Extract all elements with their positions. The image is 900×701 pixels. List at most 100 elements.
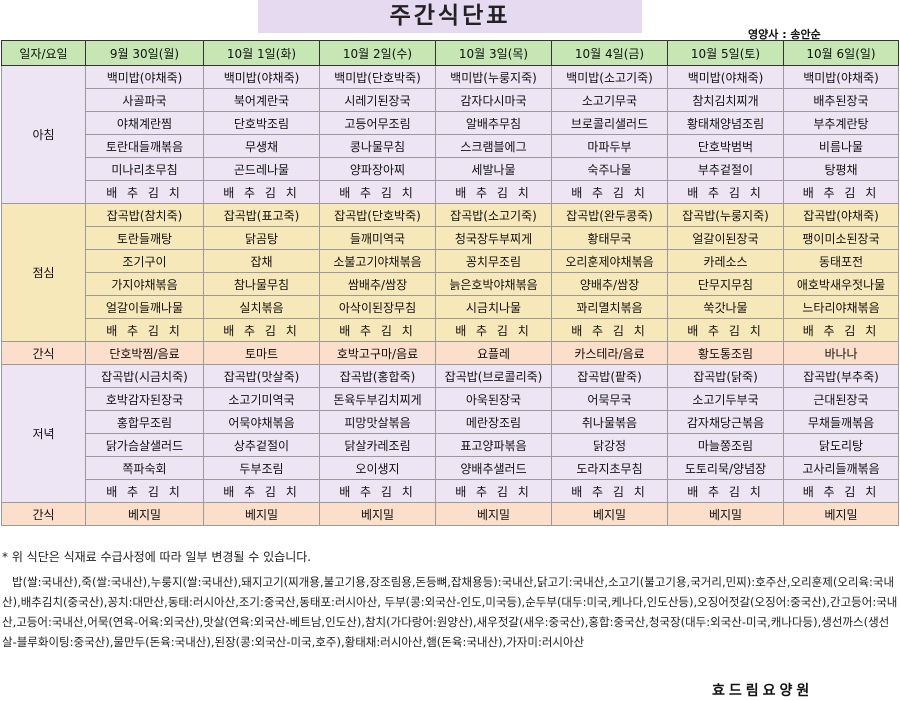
- menu-cell: 토란들깨탕: [85, 226, 204, 250]
- menu-cell: 고등어무조림: [319, 111, 436, 135]
- menu-cell: 잡곡밥(브로콜리죽): [435, 364, 552, 388]
- menu-cell: 홍합무조림: [85, 410, 204, 434]
- menu-cell: 상추겉절이: [203, 433, 320, 457]
- table-row: 홍합무조림 어묵야채볶음 피망맛살볶음 메란장조림 취나물볶음 감자채당근볶음 무채들깨볶음: [2, 410, 899, 434]
- menu-cell: 잡곡밥(맛살죽): [203, 364, 320, 388]
- table-row: 아침 백미밥(야채죽) 백미밥(야채죽) 백미밥(단호박죽) 백미밥(누룽지죽) 백미밥(…: [1, 65, 899, 204]
- menu-cell: 아욱된장국: [435, 387, 552, 411]
- menu-cell: 미나리초무침: [85, 157, 204, 181]
- menu-cell: 배 추 김 치: [203, 318, 320, 342]
- menu-cell: 실치볶음: [203, 295, 320, 319]
- menu-cell: 숙주나물: [551, 157, 668, 181]
- header-cell: 9월 30일(월): [85, 40, 204, 66]
- table-row: 간식 단호박찜/음료 토마트 호박고구마/음료 요플레 카스테라/음료 황도통조림 바나나: [1, 341, 899, 365]
- origin-text: 밥(쌀:국내산),죽(쌀:국내산),누룽지(쌀:국내산),돼지고기(찌개용,불고…: [2, 575, 898, 649]
- menu-cell: 닭곰탕: [203, 226, 320, 250]
- menu-cell: 단호박범벅: [667, 134, 784, 158]
- menu-cell: 가지야채볶음: [85, 272, 204, 296]
- menu-cell: 황태무국: [551, 226, 668, 250]
- header-cell: 10월 2일(수): [319, 40, 436, 66]
- menu-cell: 피망맛살볶음: [319, 410, 436, 434]
- menu-cell: 바나나: [783, 341, 899, 365]
- menu-cell: 잡채: [203, 249, 320, 273]
- menu-cell: 스크램블에그: [435, 134, 552, 158]
- menu-cell: 오이생지: [319, 456, 436, 480]
- table-row: 가지야채볶음 참나물무침 쌈배추/쌈장 늙은호박야채볶음 양배추/쌈장 단무지무침 애호박새…: [2, 272, 899, 296]
- table-row: 저녁 잡곡밥(시금치죽) 잡곡밥(맛살죽) 잡곡밥(홍합죽) 잡곡밥(브로콜리죽) 잡곡밥…: [1, 364, 899, 503]
- menu-cell: 야채계란찜: [85, 111, 204, 135]
- menu-cell: 양배추샐러드: [435, 456, 552, 480]
- menu-cell: 세발나물: [435, 157, 552, 181]
- title-banner: 주간식단표: [258, 0, 642, 33]
- table-row: 점심 잡곡밥(참치죽) 잡곡밥(표고죽) 잡곡밥(단호박죽) 잡곡밥(소고기죽) 잡곡밥(…: [1, 203, 899, 342]
- menu-cell: 얼갈이들깨나물: [85, 295, 204, 319]
- menu-cell: 베지밀: [551, 502, 668, 526]
- menu-cell: 표고양파볶음: [435, 433, 552, 457]
- menu-cell: 어묵야채볶음: [203, 410, 320, 434]
- menu-cell: 배 추 김 치: [667, 180, 784, 204]
- weekly-menu-table: 일자/요일 9월 30일(월) 10월 1일(화) 10월 2일(수) 10월 …: [1, 40, 899, 526]
- menu-cell: 배 추 김 치: [783, 318, 899, 342]
- menu-cell: 두부조림: [203, 456, 320, 480]
- menu-cell: 잡곡밥(완두콩죽): [551, 203, 668, 227]
- meal-label: 저녁: [1, 364, 86, 503]
- menu-cell: 닭강정: [551, 433, 668, 457]
- menu-cell: 탕평채: [783, 157, 899, 181]
- menu-cell: 베지밀: [667, 502, 784, 526]
- menu-cell: 감자다시마국: [435, 88, 552, 112]
- menu-cell: 잡곡밥(팥죽): [551, 364, 668, 388]
- menu-cell: 꽁치무조림: [435, 249, 552, 273]
- menu-cell: 배 추 김 치: [435, 479, 552, 503]
- menu-cell: 배 추 김 치: [85, 180, 204, 204]
- menu-cell: 닭살카레조림: [319, 433, 436, 457]
- header-cell: 10월 1일(화): [203, 40, 320, 66]
- menu-cell: 무채들깨볶음: [783, 410, 899, 434]
- menu-cell: 베지밀: [85, 502, 204, 526]
- menu-cell: 백미밥(야채죽): [203, 65, 320, 89]
- menu-cell: 배 추 김 치: [85, 479, 204, 503]
- menu-cell: 아삭이된장무침: [319, 295, 436, 319]
- menu-cell: 늙은호박야채볶음: [435, 272, 552, 296]
- menu-cell: 양배추/쌈장: [551, 272, 668, 296]
- menu-cell: 부추계란탕: [783, 111, 899, 135]
- menu-cell: 백미밥(단호박죽): [319, 65, 436, 89]
- table-row: 닭가슴살샐러드 상추겉절이 닭살카레조림 표고양파볶음 닭강정 마늘쫑조림 닭도리탕: [2, 433, 899, 457]
- notice-text: * 위 식단은 식재료 수급사정에 따라 일부 변경될 수 있습니다.: [2, 550, 312, 564]
- dietitian-label: 영양사 : 송안순: [748, 28, 821, 41]
- menu-cell: 취나물볶음: [551, 410, 668, 434]
- menu-cell: 애호박새우젓나물: [783, 272, 899, 296]
- menu-cell: 잡곡밥(부추죽): [783, 364, 899, 388]
- menu-cell: 마파두부: [551, 134, 668, 158]
- menu-cell: 잡곡밥(닭죽): [667, 364, 784, 388]
- menu-cell: 배 추 김 치: [783, 180, 899, 204]
- menu-cell: 북어계란국: [203, 88, 320, 112]
- menu-cell: 근대된장국: [783, 387, 899, 411]
- menu-cell: 배 추 김 치: [783, 479, 899, 503]
- menu-cell: 쪽파숙회: [85, 456, 204, 480]
- menu-cell: 콩나물무침: [319, 134, 436, 158]
- menu-cell: 베지밀: [435, 502, 552, 526]
- menu-cell: 황도통조림: [667, 341, 784, 365]
- menu-cell: 잡곡밥(시금치죽): [85, 364, 204, 388]
- meal-label: 점심: [1, 203, 86, 342]
- menu-cell: 호박고구마/음료: [319, 341, 436, 365]
- menu-cell: 돈육두부김치찌게: [319, 387, 436, 411]
- menu-cell: 단호박찜/음료: [85, 341, 204, 365]
- menu-cell: 잡곡밥(야채죽): [783, 203, 899, 227]
- menu-cell: 배 추 김 치: [551, 479, 668, 503]
- table-row: 쪽파숙회 두부조림 오이생지 양배추샐러드 도라지초무침 도토리묵/양념장 고사리들깨볶음: [2, 456, 899, 480]
- menu-cell: 닭도리탕: [783, 433, 899, 457]
- menu-cell: 배추된장국: [783, 88, 899, 112]
- table-row: 사골파국 북어계란국 시레기된장국 감자다시마국 소고기무국 참치김치찌개 배추된장국: [2, 88, 899, 112]
- header-cell: 10월 6일(일): [783, 40, 899, 66]
- table-row: 얼갈이들깨나물 실치볶음 아삭이된장무침 시금치나물 꽈리멸치볶음 쑥갓나물 느타리야채볶음: [2, 295, 899, 319]
- menu-cell: 배 추 김 치: [667, 479, 784, 503]
- menu-cell: 잡곡밥(누룽지죽): [667, 203, 784, 227]
- menu-cell: 쌈배추/쌈장: [319, 272, 436, 296]
- menu-cell: 팽이미소된장국: [783, 226, 899, 250]
- menu-cell: 알배추무침: [435, 111, 552, 135]
- menu-cell: 비름나물: [783, 134, 899, 158]
- menu-cell: 토마트: [203, 341, 320, 365]
- menu-cell: 배 추 김 치: [85, 318, 204, 342]
- menu-cell: 오리훈제야채볶음: [551, 249, 668, 273]
